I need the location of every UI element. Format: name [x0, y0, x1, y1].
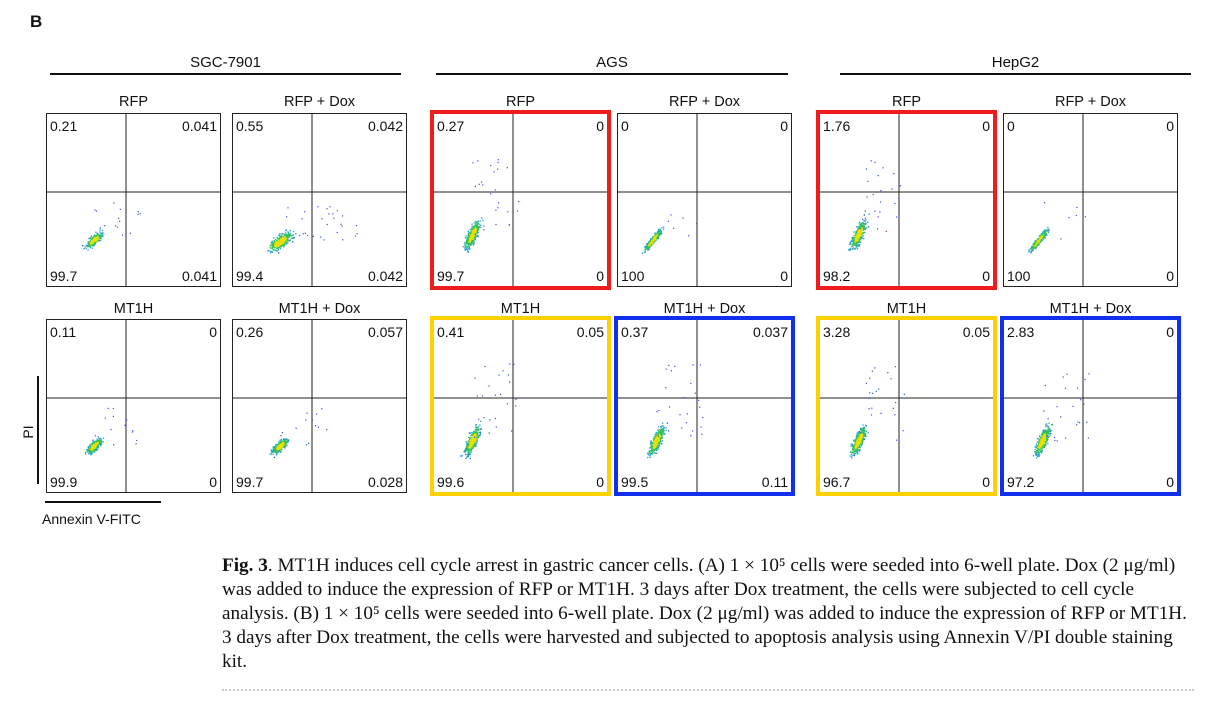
scatter-points: [820, 114, 993, 286]
quadrant-value-ur: 0: [982, 118, 990, 134]
quadrant-value-ur: 0.05: [962, 324, 990, 340]
plot-title: MT1H: [886, 301, 927, 317]
divider: [222, 689, 1194, 691]
caption-label: Fig. 3: [222, 555, 268, 576]
figure-caption: Fig. 3. MT1H induces cell cycle arrest i…: [222, 554, 1192, 674]
quadrant-value-ul: 0.41: [437, 324, 465, 340]
quadrant-value-ul: 0: [621, 118, 629, 134]
quadrant-value-ll: 100: [621, 268, 645, 284]
scatter-points: [820, 320, 993, 492]
scatter-plot: 0.55 0.042 99.4 0.042: [232, 113, 407, 287]
group-title: AGS: [596, 54, 628, 71]
plot-title: MT1H + Dox: [663, 301, 746, 317]
quadrant-value-lr: 0: [982, 474, 990, 490]
quadrant-value-ur: 0: [780, 118, 788, 134]
scatter-plot: 1.76 0 98.2 0: [816, 110, 997, 290]
scatter-points: [233, 114, 406, 286]
scatter-points: [233, 320, 406, 492]
quadrant-value-ur: 0.037: [752, 324, 788, 340]
scatter-plot: 0.26 0.057 99.7 0.028: [232, 319, 407, 493]
plot-title: RFP + Dox: [668, 94, 741, 110]
quadrant-value-ll: 96.7: [823, 474, 851, 490]
quadrant-value-ll: 98.2: [823, 268, 851, 284]
quadrant-value-ll: 99.7: [50, 268, 78, 284]
scatter-points: [47, 114, 220, 286]
quadrant-value-ur: 0.041: [181, 118, 217, 134]
scatter-plot: 3.28 0.05 96.7 0: [816, 316, 997, 496]
quadrant-value-ul: 0.21: [50, 118, 78, 134]
group-rule: [50, 73, 401, 75]
group-rule: [840, 73, 1191, 75]
x-axis-label: Annexin V-FITC: [42, 511, 141, 527]
quadrant-value-ll: 99.6: [437, 474, 465, 490]
quadrant-value-ul: 0.26: [236, 324, 264, 340]
quadrant-value-ll: 99.4: [236, 268, 264, 284]
quadrant-value-ur: 0.05: [576, 324, 604, 340]
quadrant-value-lr: 0: [596, 268, 604, 284]
plot-title: RFP + Dox: [1054, 94, 1127, 110]
quadrant-value-ul: 0.11: [50, 324, 77, 340]
scatter-plot: 2.83 0 97.2 0: [1000, 316, 1181, 496]
scatter-points: [434, 320, 607, 492]
plot-title: MT1H: [500, 301, 541, 317]
quadrant-value-ll: 99.7: [236, 474, 264, 490]
quadrant-value-ll: 99.5: [621, 474, 649, 490]
quadrant-value-lr: 0: [1166, 268, 1174, 284]
quadrant-value-lr: 0: [780, 268, 788, 284]
scatter-plot: 0.27 0 99.7 0: [430, 110, 611, 290]
scatter-points: [618, 320, 791, 492]
quadrant-value-ul: 0.27: [437, 118, 465, 134]
quadrant-value-ll: 99.7: [437, 268, 465, 284]
scatter-plot: 0.21 0.041 99.7 0.041: [46, 113, 221, 287]
scatter-plot: 0 0 100 0: [1003, 113, 1178, 287]
group-rule: [436, 73, 788, 75]
scatter-points: [47, 320, 220, 492]
quadrant-value-lr: 0.041: [181, 268, 217, 284]
quadrant-value-lr: 0.11: [761, 474, 788, 490]
quadrant-value-ur: 0: [1166, 324, 1174, 340]
quadrant-value-ll: 97.2: [1007, 474, 1035, 490]
plot-title: MT1H: [113, 301, 154, 317]
plot-title: RFP: [892, 94, 921, 110]
quadrant-value-ul: 0.55: [236, 118, 264, 134]
scatter-plot: 0 0 100 0: [617, 113, 792, 287]
y-axis-line: [37, 376, 39, 484]
quadrant-value-ul: 0.37: [621, 324, 649, 340]
scatter-points: [1004, 114, 1177, 286]
quadrant-value-lr: 0: [1166, 474, 1174, 490]
quadrant-value-ur: 0: [596, 118, 604, 134]
quadrant-value-lr: 0.042: [367, 268, 403, 284]
plot-title: MT1H + Dox: [278, 301, 361, 317]
quadrant-value-lr: 0: [982, 268, 990, 284]
plot-title: MT1H + Dox: [1049, 301, 1132, 317]
quadrant-value-ul: 2.83: [1007, 324, 1035, 340]
panel-label: B: [30, 12, 43, 31]
quadrant-value-lr: 0.028: [367, 474, 403, 490]
quadrant-value-ul: 0: [1007, 118, 1015, 134]
scatter-points: [1004, 320, 1177, 492]
caption-text: . MT1H induces cell cycle arrest in gast…: [222, 555, 1187, 672]
quadrant-value-lr: 0: [209, 474, 217, 490]
quadrant-value-ll: 99.9: [50, 474, 78, 490]
quadrant-value-ul: 1.76: [823, 118, 851, 134]
group-title: HepG2: [991, 54, 1040, 71]
quadrant-value-ur: 0.057: [367, 324, 403, 340]
scatter-plot: 0.11 0 99.9 0: [46, 319, 221, 493]
x-axis-line: [45, 501, 161, 503]
quadrant-value-ur: 0.042: [367, 118, 403, 134]
plot-title: RFP: [119, 94, 148, 110]
quadrant-value-ur: 0: [209, 324, 217, 340]
quadrant-value-ur: 0: [1166, 118, 1174, 134]
quadrant-value-ll: 100: [1007, 268, 1031, 284]
quadrant-value-ul: 3.28: [823, 324, 851, 340]
plot-title: RFP: [506, 94, 535, 110]
scatter-plot: 0.41 0.05 99.6 0: [430, 316, 611, 496]
scatter-points: [434, 114, 607, 286]
quadrant-value-lr: 0: [596, 474, 604, 490]
scatter-plot: 0.37 0.037 99.5 0.11: [614, 316, 795, 496]
plot-title: RFP + Dox: [283, 94, 356, 110]
scatter-points: [618, 114, 791, 286]
group-title: SGC-7901: [190, 54, 261, 71]
y-axis-label: PI: [20, 425, 36, 439]
